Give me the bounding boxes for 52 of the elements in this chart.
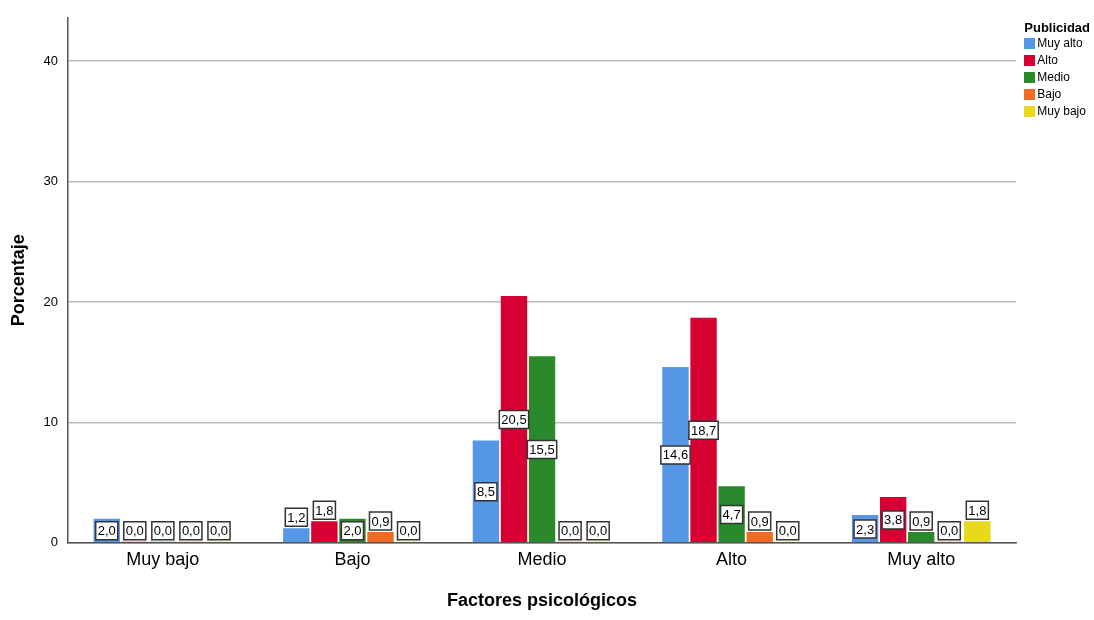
x-tick-label: Medio xyxy=(517,548,567,569)
legend-title: Publicidad xyxy=(1024,20,1090,35)
y-axis-title: Porcentaje xyxy=(7,234,28,327)
x-tick-label: Muy alto xyxy=(887,548,956,569)
data-label: 0,9 xyxy=(750,513,769,529)
legend-label: Muy alto xyxy=(1037,35,1083,52)
data-label: 18,7 xyxy=(690,422,717,438)
bar xyxy=(311,521,338,543)
data-label: 0,0 xyxy=(778,523,797,539)
bar xyxy=(500,295,528,543)
x-tick-label: Alto xyxy=(716,548,748,569)
legend-label: Bajo xyxy=(1037,86,1062,103)
data-label: 0,0 xyxy=(940,523,959,539)
legend-label: Alto xyxy=(1037,52,1058,69)
bar xyxy=(908,531,935,543)
x-tick-label: Bajo xyxy=(334,548,371,569)
bar xyxy=(662,367,689,543)
y-tick-label: 20 xyxy=(43,293,59,309)
data-label: 0,0 xyxy=(561,523,580,539)
data-label: 0,0 xyxy=(153,523,172,539)
y-tick-label: 0 xyxy=(50,534,59,550)
bar xyxy=(746,531,773,543)
legend-label: Muy bajo xyxy=(1037,103,1086,120)
data-label: 1,2 xyxy=(287,509,306,525)
data-label: 8,5 xyxy=(476,484,495,500)
data-label: 4,7 xyxy=(722,507,741,523)
data-label: 14,6 xyxy=(662,447,689,463)
bar xyxy=(964,521,991,543)
data-label: 3,8 xyxy=(884,512,903,528)
legend-label: Medio xyxy=(1037,69,1070,86)
y-tick-label: 40 xyxy=(43,52,59,68)
data-label: 2,0 xyxy=(97,523,116,539)
data-label: 1,8 xyxy=(968,502,987,518)
y-tick-label: 30 xyxy=(43,173,59,189)
x-axis-title: Factores psicológicos xyxy=(447,590,638,611)
data-label: 2,0 xyxy=(343,523,362,539)
y-tick-label: 10 xyxy=(43,413,59,429)
data-label: 15,5 xyxy=(529,442,555,458)
bar xyxy=(690,317,717,543)
data-label: 0,0 xyxy=(209,523,229,539)
data-label: 0,9 xyxy=(912,513,931,529)
data-label: 20,5 xyxy=(501,411,527,427)
data-label: 0,9 xyxy=(371,513,390,529)
data-label: 1,8 xyxy=(315,502,334,518)
data-label: 2,3 xyxy=(856,521,875,537)
data-label: 0,0 xyxy=(589,523,608,539)
data-label: 0,0 xyxy=(181,523,200,539)
x-tick-label: Muy bajo xyxy=(126,548,200,569)
bar xyxy=(283,528,310,543)
bar xyxy=(367,531,394,543)
data-label: 0,0 xyxy=(399,523,418,539)
data-label: 0,0 xyxy=(125,523,144,539)
